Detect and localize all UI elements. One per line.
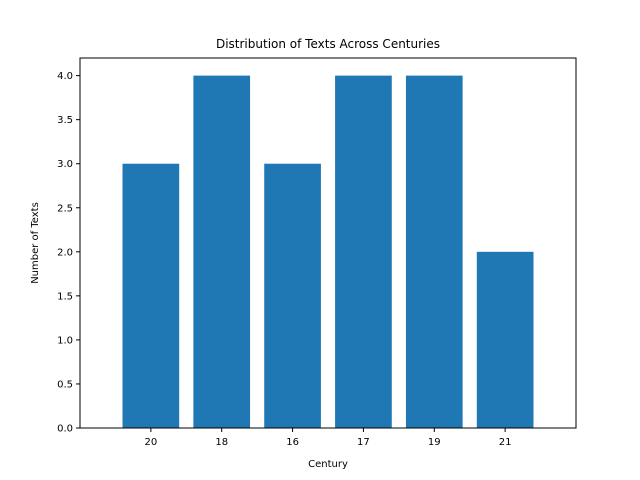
plot-frame [79,57,577,429]
x-tick-label: 16 [286,437,299,448]
x-axis-title: Century [308,459,348,470]
x-tick-label: 18 [215,437,228,448]
x-tick-label: 20 [144,437,157,448]
x-tick-label: 21 [499,437,512,448]
bar-19 [405,75,463,428]
bar-20 [122,163,180,428]
x-tick-label: 19 [428,437,441,448]
y-tick-label: 0.5 [57,379,73,390]
bar-17 [335,75,392,428]
bar-16 [264,163,321,428]
x-tick-label: 17 [357,437,370,448]
bar-18 [193,75,251,428]
y-tick-label: 3.0 [57,159,73,170]
y-tick-label: 4.0 [57,71,73,82]
y-tick-label: 2.5 [57,203,73,214]
y-tick-label: 1.0 [57,335,73,346]
y-tick-label: 0.0 [57,424,73,435]
chart-title: Distribution of Texts Across Centuries [216,37,440,51]
x-axis: 20 18 16 17 19 21 [144,428,512,448]
bar-21 [476,251,534,428]
y-axis: 0.0 0.5 1.0 1.5 2.0 2.5 3.0 3.5 4.0 [57,71,80,435]
y-tick-label: 3.5 [57,115,73,126]
y-tick-label: 2.0 [57,247,73,258]
y-tick-label: 1.5 [57,291,73,302]
bars-group [122,75,534,428]
y-axis-title: Number of Texts [30,202,41,284]
